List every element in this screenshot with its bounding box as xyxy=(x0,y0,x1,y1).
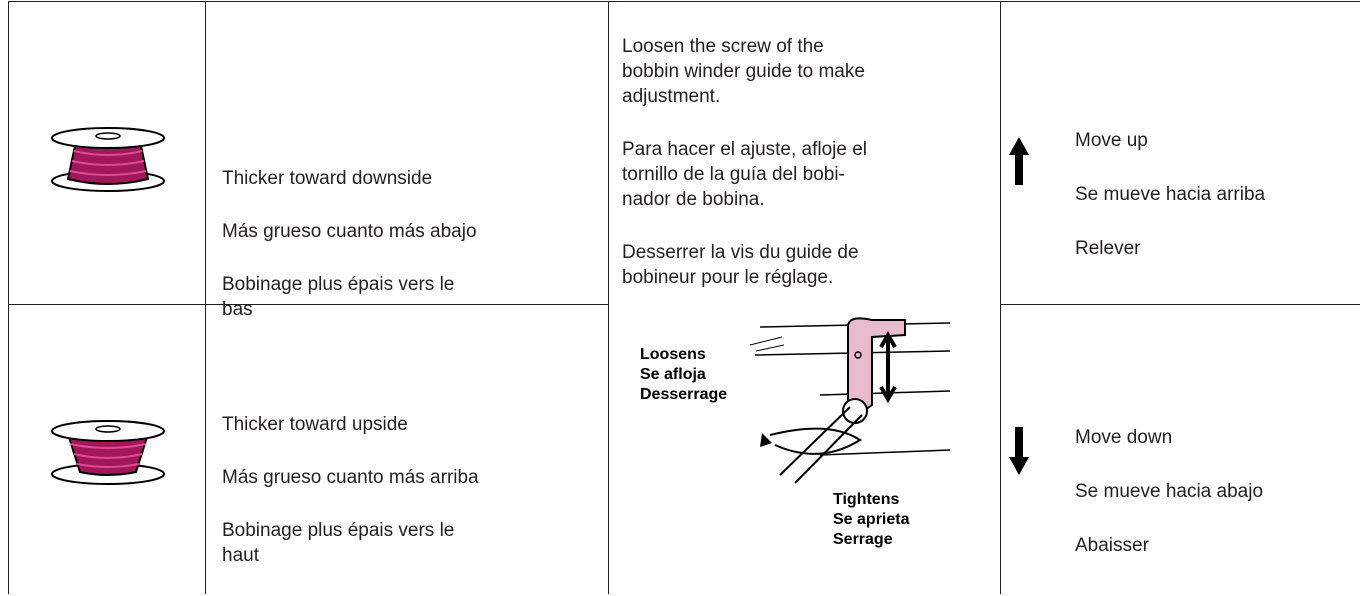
table-border xyxy=(8,1,9,594)
text: Relever xyxy=(1075,238,1141,259)
action: Move down Se mueve hacia abajo Abaisser xyxy=(1075,400,1355,584)
arrow-down xyxy=(1009,427,1029,475)
table-border xyxy=(8,1,1360,2)
illustration-label: Loosens Se afloja Desserrage xyxy=(640,346,728,403)
table-border xyxy=(608,1,609,594)
text: Abaisser xyxy=(1075,535,1149,556)
text: Más grueso cuanto más abajo xyxy=(222,221,477,242)
text: Se mueve hacia arriba xyxy=(1075,184,1266,205)
text: Move down xyxy=(1075,427,1173,448)
text: Thicker toward upside xyxy=(222,414,408,435)
adjustment-illustration xyxy=(749,317,951,484)
description: Thicker toward upside Más grueso cuanto … xyxy=(222,390,602,596)
text: Se mueve hacia abajo xyxy=(1075,481,1264,502)
text: Desserrer la vis du guide de bobineur po… xyxy=(622,242,859,288)
illustration-label: Tightens Se aprieta Serrage xyxy=(833,491,910,548)
text: Bobinage plus épais vers le bas xyxy=(222,274,455,320)
table-border xyxy=(8,304,608,305)
text: Move up xyxy=(1075,130,1148,151)
table-border xyxy=(1000,304,1360,305)
text: Loosen the screw of the bobbin winder gu… xyxy=(622,36,865,107)
bobbin-icon xyxy=(50,419,166,486)
table-border xyxy=(205,1,206,594)
text: Para hacer el ajuste, afloje el tornillo… xyxy=(622,139,868,210)
action: Move up Se mueve hacia arriba Relever xyxy=(1075,103,1355,287)
bobbin-icon xyxy=(50,126,166,193)
text: Thicker toward downside xyxy=(222,168,433,189)
table-border xyxy=(1000,1,1001,594)
text: Bobinage plus épais vers le haut xyxy=(222,520,455,566)
description: Thicker toward downside Más grueso cuant… xyxy=(222,144,602,350)
text: Más grueso cuanto más arriba xyxy=(222,467,479,488)
instruction: Loosen the screw of the bobbin winder gu… xyxy=(622,12,997,318)
arrow-up xyxy=(1009,137,1029,185)
